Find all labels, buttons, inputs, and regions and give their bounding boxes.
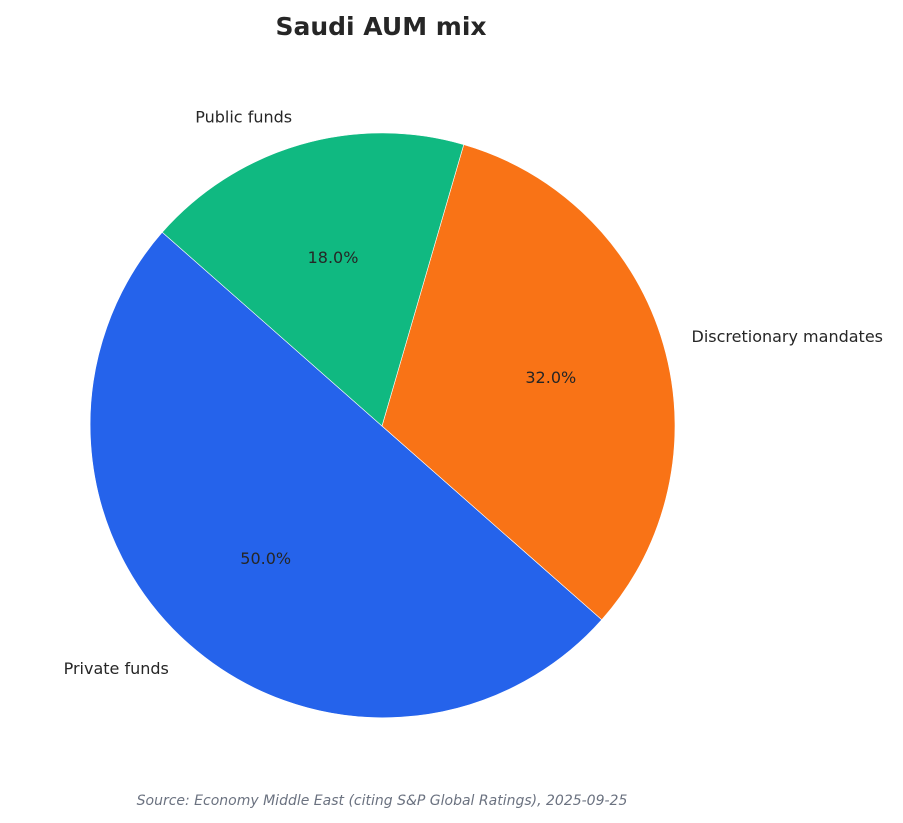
slice-label: Private funds	[64, 659, 169, 678]
source-note: Source: Economy Middle East (citing S&P …	[137, 793, 628, 809]
slice-percent-label: 50.0%	[240, 549, 291, 568]
chart-title: Saudi AUM mix	[275, 12, 486, 41]
slice-percent-label: 32.0%	[525, 368, 576, 387]
slice-label: Discretionary mandates	[692, 327, 884, 346]
pie-labels: Private funds 50.0% Discretionary mandates…	[64, 108, 883, 678]
pie-slice-public-funds	[161, 132, 465, 427]
pie-slices	[89, 132, 676, 718]
slice-label: Public funds	[195, 108, 292, 127]
slice-percent-label: 18.0%	[308, 248, 359, 267]
pie-slice-discretionary-mandates	[381, 144, 676, 621]
pie-slice-private-funds	[89, 231, 603, 718]
